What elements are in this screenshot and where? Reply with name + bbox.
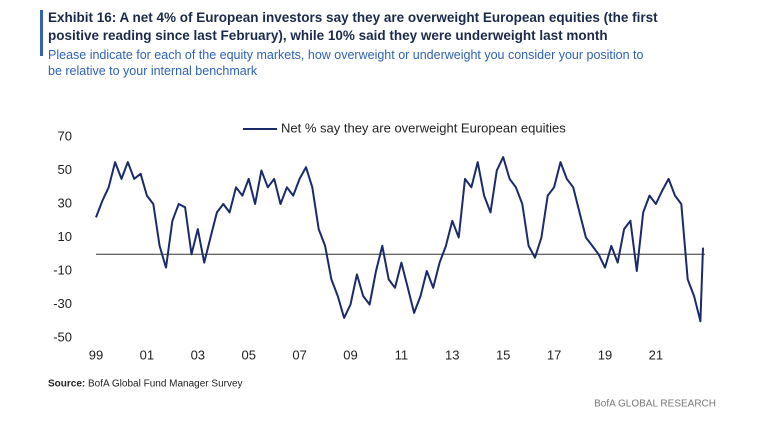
x-tick-label: 03: [191, 347, 205, 362]
y-tick-label: -10: [53, 262, 72, 277]
x-tick-label: 15: [496, 347, 510, 362]
y-tick-label: -50: [53, 329, 72, 344]
chart-subtitle: Please indicate for each of the equity m…: [48, 47, 643, 79]
x-tick-label: 99: [89, 347, 103, 362]
brand: BofA GLOBAL RESEARCH: [594, 399, 716, 410]
x-tick-label: 11: [395, 347, 409, 362]
x-tick-label: 09: [343, 347, 357, 362]
source-label: Source:: [48, 379, 85, 390]
chart-title: Exhibit 16: A net 4% of European investo…: [48, 9, 658, 45]
y-tick-label: 70: [58, 128, 72, 143]
subtitle-line: be relative to your internal benchmark: [48, 64, 258, 78]
y-tick-label: 50: [58, 162, 72, 177]
title-line: positive reading since last February), w…: [48, 28, 608, 43]
x-tick-label: 01: [140, 347, 154, 362]
legend-label: Net % say they are overweight European e…: [281, 120, 566, 135]
subtitle-line: Please indicate for each of the equity m…: [48, 48, 644, 62]
x-tick-label: 19: [598, 347, 612, 362]
y-tick-label: 10: [58, 229, 72, 244]
x-tick-label: 17: [547, 347, 561, 362]
y-tick-label: 30: [58, 195, 72, 210]
title-line: Exhibit 16: A net 4% of European investo…: [48, 10, 658, 25]
x-tick-label: 05: [241, 347, 255, 362]
x-tick-label: 07: [292, 347, 306, 362]
y-tick-label: -30: [53, 296, 72, 311]
x-tick-label: 21: [649, 347, 663, 362]
source: BofA Global Fund Manager Survey: [88, 379, 243, 390]
data-line: [95, 156, 704, 323]
x-tick-label: 13: [445, 347, 459, 362]
accent-bar: [40, 10, 43, 56]
